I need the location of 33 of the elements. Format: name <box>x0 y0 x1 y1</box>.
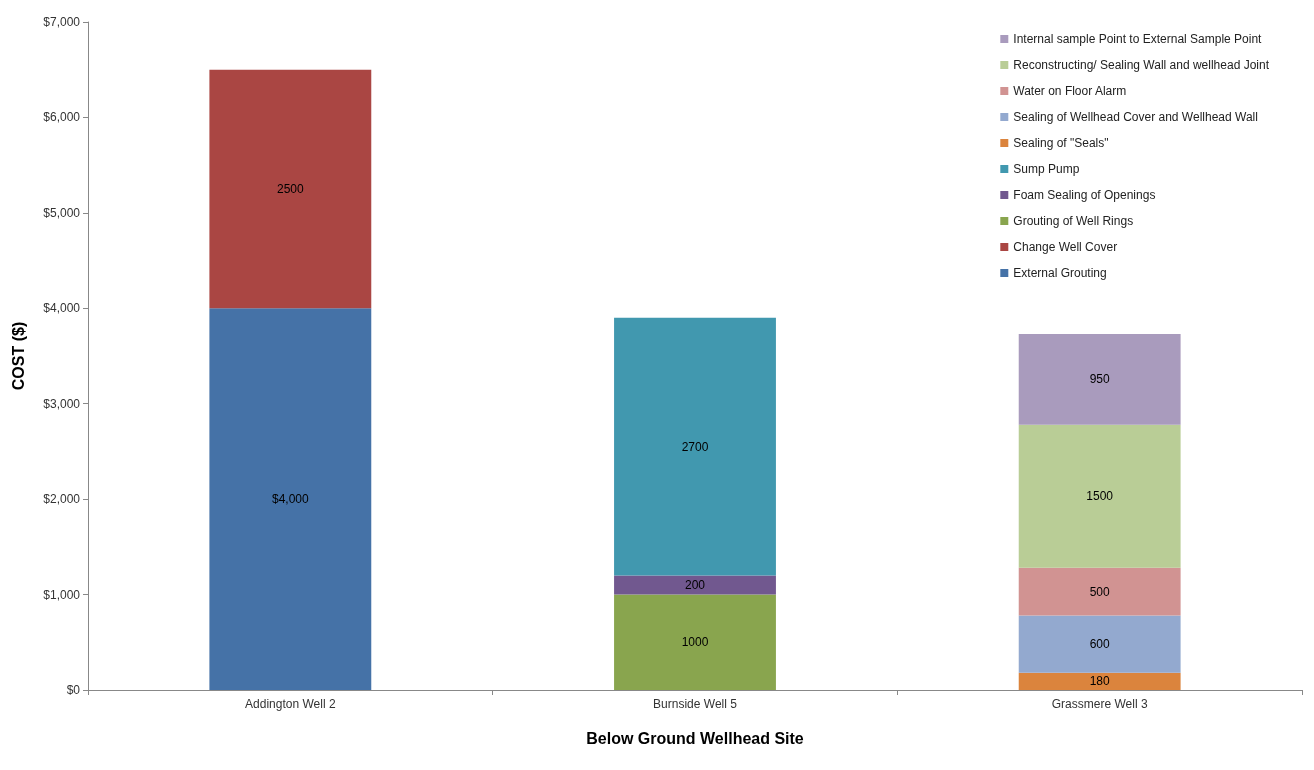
x-tick-label: Burnside Well 5 <box>653 697 738 711</box>
data-label: 2500 <box>276 182 304 196</box>
data-label: 950 <box>1089 372 1110 387</box>
y-tick-label: $0 <box>66 683 81 697</box>
legend-label: Change Well Cover <box>1013 240 1118 254</box>
data-label: 200 <box>684 578 706 593</box>
y-tick-label: $2,000 <box>43 492 81 507</box>
x-tick-label: Grassmere Well 3 <box>1051 697 1148 711</box>
data-label: $4,000 <box>271 492 310 507</box>
legend-label: Foam Sealing of Openings <box>1013 188 1156 202</box>
y-tick-label: $3,000 <box>43 396 81 411</box>
data-label: 1000 <box>681 635 709 650</box>
data-label: 1500 <box>1086 489 1114 504</box>
y-tick-label: $7,000 <box>43 15 81 29</box>
y-tick-label: $1,000 <box>43 587 81 602</box>
y-axis-title: COST ($) <box>9 321 27 391</box>
legend-label: Internal sample Point to External Sample Point <box>1013 32 1263 46</box>
legend-label: Grouting of Well Rings <box>1013 214 1134 228</box>
y-tick-label: $4,000 <box>43 301 81 316</box>
legend-label: Water on Floor Alarm <box>1013 84 1127 98</box>
data-label: 180 <box>1089 674 1110 689</box>
data-label: 500 <box>1089 584 1110 599</box>
data-label: 600 <box>1089 637 1110 652</box>
legend-label: Sealing of "Seals" <box>1013 136 1109 150</box>
x-axis-title: Below Ground Wellhead Site <box>586 729 804 747</box>
y-tick-label: $6,000 <box>43 110 81 125</box>
legend-label: Reconstructing/ Sealing Wall and wellhead Joint <box>1013 58 1270 72</box>
data-label: 2700 <box>681 439 709 454</box>
y-tick-label: $5,000 <box>43 205 81 220</box>
legend-label: Sump Pump <box>1013 162 1080 176</box>
x-tick-label: Addington Well 2 <box>245 697 336 711</box>
legend-label: External Grouting <box>1013 266 1107 280</box>
legend-label: Sealing of Wellhead Cover and Wellhead Wall <box>1013 110 1258 124</box>
